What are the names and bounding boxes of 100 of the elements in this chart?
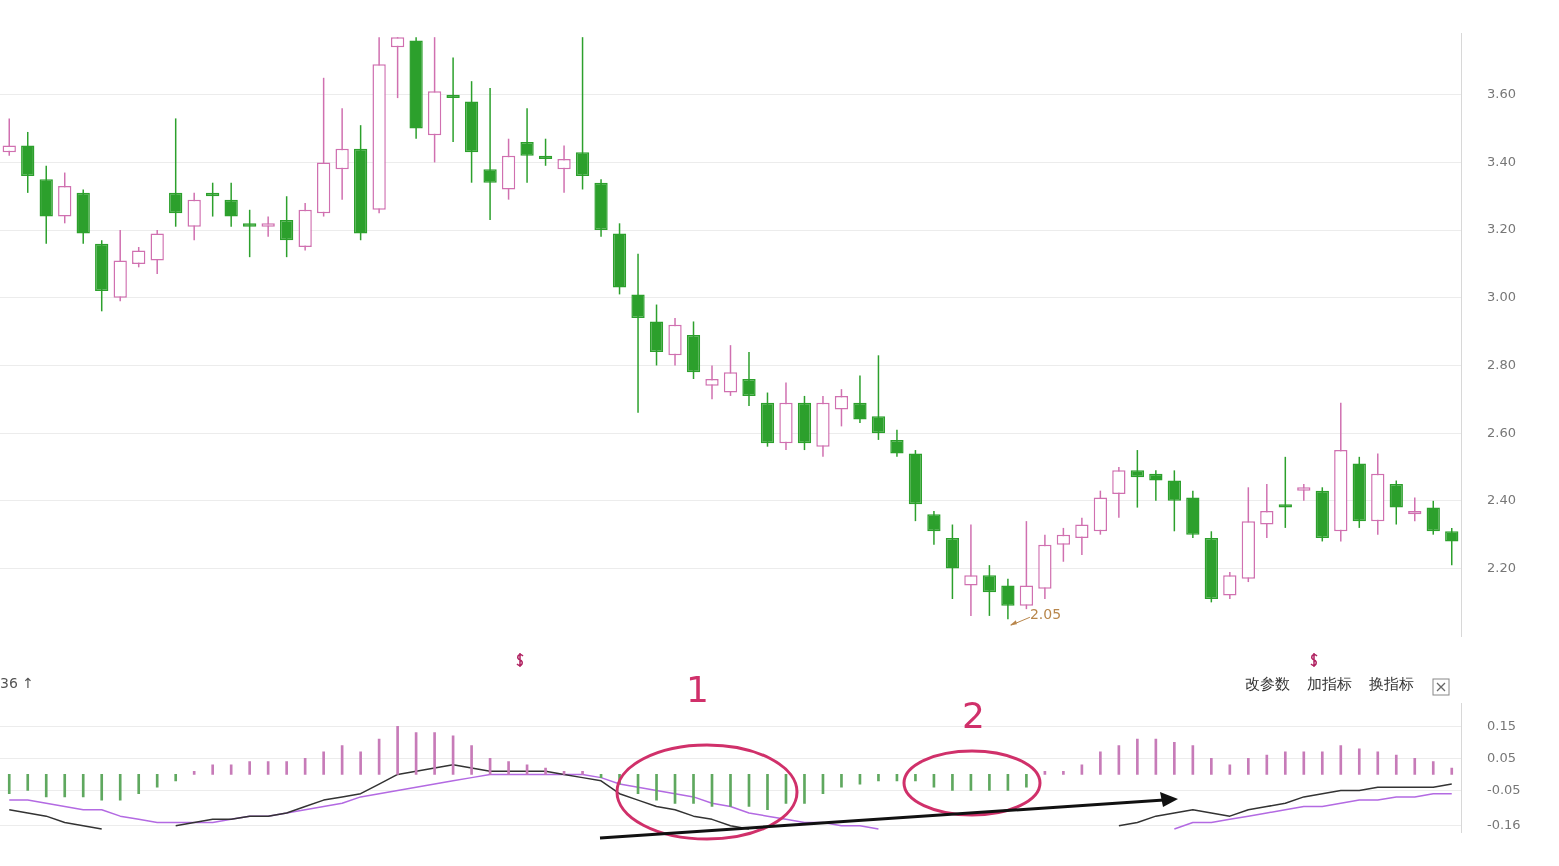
candlestick: [1056, 527, 1071, 563]
candlestick: [520, 107, 534, 184]
candlestick: [1445, 527, 1459, 566]
y-tick-label: -0.05: [1487, 781, 1521, 797]
bar: [1136, 738, 1139, 775]
candlestick: [1167, 469, 1182, 533]
bar: [1394, 754, 1398, 775]
bar: [1246, 758, 1250, 775]
y-tick-label: 0.05: [1487, 749, 1516, 765]
bar: [285, 761, 288, 775]
bar: [229, 764, 233, 775]
bar: [1173, 741, 1176, 775]
bar: [581, 770, 584, 775]
bar: [951, 774, 954, 791]
text: 加指标: [1307, 675, 1352, 693]
bar: [1283, 751, 1287, 775]
bar: [1357, 748, 1361, 775]
bar: [192, 770, 196, 775]
annotation: 2.05: [1029, 605, 1062, 622]
candlestick: [1019, 520, 1034, 610]
bar: [1431, 761, 1435, 775]
candlestick: [890, 429, 904, 458]
candlestick: [723, 344, 738, 397]
bar: [914, 774, 917, 782]
candlestick: [1426, 500, 1440, 536]
bar: [729, 774, 732, 807]
bar: [396, 725, 399, 775]
candlestick: [964, 523, 978, 617]
bar: [1450, 767, 1454, 775]
candlestick: [927, 510, 941, 546]
bar: [655, 774, 658, 801]
bar: [507, 761, 510, 775]
bar: [63, 774, 67, 798]
bar: [26, 774, 30, 791]
bar: [155, 774, 159, 788]
bar: [692, 774, 695, 804]
candlestick: [279, 195, 294, 258]
bar: [766, 774, 769, 811]
y-tick-label: 3.40: [1487, 153, 1516, 169]
candlestick: [483, 87, 497, 221]
y-tick-label: 2.60: [1487, 424, 1516, 440]
bar: [174, 774, 178, 782]
y-tick-label: -0.16: [1487, 817, 1521, 833]
candlestick: [871, 354, 886, 441]
y-tick-label: 3.60: [1487, 86, 1516, 102]
bar: [1210, 758, 1213, 775]
bar: [1025, 774, 1028, 788]
candlestick: [390, 36, 405, 99]
annotation: 1: [686, 669, 709, 710]
y-tick-label: 3.00: [1487, 289, 1516, 305]
y-tick-label: 2.20: [1487, 559, 1516, 575]
annotation: 2: [962, 695, 985, 736]
bar: [100, 774, 104, 801]
bar: [81, 774, 85, 798]
candlestick: [206, 181, 220, 218]
bar: [322, 751, 325, 775]
bar: [44, 774, 48, 798]
candlestick: [1130, 449, 1145, 509]
bar: [803, 774, 806, 804]
text: 换指标: [1369, 675, 1414, 693]
candlestick: [982, 564, 997, 617]
bar: [1062, 770, 1065, 775]
candlestick: [742, 351, 756, 407]
bar: [1265, 754, 1269, 775]
bar: [1320, 751, 1324, 775]
candlestick: [1001, 577, 1015, 621]
y-tick-label: 3.20: [1487, 221, 1516, 237]
bar: [7, 774, 11, 795]
candlestick: [853, 374, 867, 424]
bar: [544, 767, 547, 775]
bar: [877, 774, 880, 782]
bar: [211, 764, 215, 775]
candlestick: [1223, 571, 1237, 600]
y-tick-label: 0.15: [1487, 717, 1516, 733]
bar: [248, 761, 251, 775]
candlestick: [575, 36, 590, 191]
candlestick: [1389, 479, 1403, 526]
candlestick: [446, 56, 460, 143]
candlestick: [335, 107, 349, 201]
bar: [433, 732, 436, 775]
candlestick: [557, 144, 571, 194]
candlestick: [1112, 466, 1126, 519]
bar: [1099, 751, 1102, 775]
text: 36 ↑: [0, 675, 34, 691]
candlestick: [1149, 469, 1163, 502]
bar: [118, 774, 122, 801]
bar: [1376, 751, 1380, 775]
candlestick: [1408, 496, 1422, 522]
candlestick: [631, 253, 645, 414]
bar: [1228, 764, 1232, 775]
candlestick: [169, 117, 183, 228]
bar: [1302, 751, 1306, 775]
y-tick-label: 2.80: [1487, 356, 1516, 372]
bar: [137, 774, 141, 795]
candlestick: [538, 137, 553, 167]
bar: [840, 774, 843, 788]
bar: [470, 745, 473, 775]
bar: [1413, 758, 1417, 775]
bar: [359, 751, 362, 775]
y-tick-label: 2.40: [1487, 492, 1516, 508]
